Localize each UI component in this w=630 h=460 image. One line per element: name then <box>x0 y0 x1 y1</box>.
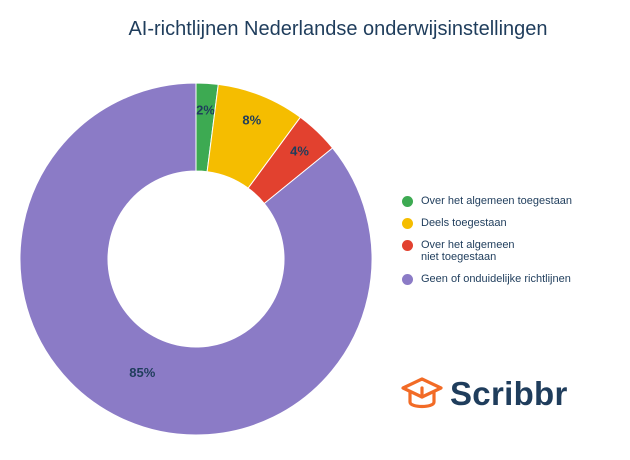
legend-marker <box>402 240 413 251</box>
slice-value-label: 85% <box>129 365 155 380</box>
legend: Over het algemeen toegestaan Deels toege… <box>402 195 612 295</box>
donut-slice[interactable] <box>19 82 373 436</box>
legend-label: Deels toegestaan <box>421 217 507 229</box>
legend-item[interactable]: Geen of onduidelijke richtlijnen <box>402 273 612 285</box>
graduation-cap-icon <box>401 377 443 409</box>
slice-value-label: 4% <box>290 143 309 158</box>
slice-value-label: 8% <box>242 113 261 128</box>
brand-name: Scribbr <box>450 375 568 412</box>
legend-label: Over het algemeen toegestaan <box>421 195 573 207</box>
legend-label: Over het algemeen niet toegestaan <box>421 239 515 263</box>
slice-value-label: 2% <box>196 102 215 117</box>
legend-item[interactable]: Deels toegestaan <box>402 217 612 229</box>
legend-label: Geen of onduidelijke richtlijnen <box>421 273 571 285</box>
legend-item[interactable]: Over het algemeen toegestaan <box>402 195 612 207</box>
legend-marker <box>402 218 413 229</box>
legend-marker <box>402 196 413 207</box>
scribbr-logo: Scribbr <box>400 375 568 413</box>
legend-item[interactable]: Over het algemeen niet toegestaan <box>402 239 532 263</box>
legend-marker <box>402 274 413 285</box>
chart-title: AI-richtlijnen Nederlandse onderwijsinst… <box>128 18 548 40</box>
